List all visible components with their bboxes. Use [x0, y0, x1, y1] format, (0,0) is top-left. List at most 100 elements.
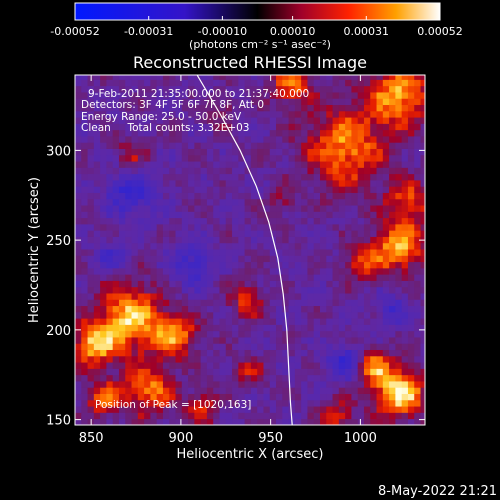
heatmap-cell — [389, 412, 396, 420]
heatmap-cell — [370, 349, 377, 357]
heatmap-cell — [288, 142, 296, 149]
heatmap-cell — [345, 192, 352, 200]
heatmap-cell — [106, 412, 114, 420]
heatmap-cell — [338, 198, 346, 206]
heatmap-cell — [326, 211, 333, 219]
heatmap-cell — [326, 154, 333, 162]
heatmap-cell — [389, 399, 396, 407]
heatmap-cell — [188, 355, 195, 363]
heatmap-cell — [232, 136, 239, 143]
heatmap-cell — [75, 192, 82, 200]
heatmap-cell — [225, 230, 233, 237]
heatmap-cell — [294, 198, 302, 206]
heatmap-cell — [332, 129, 340, 137]
heatmap-cell — [194, 412, 202, 420]
heatmap-cell — [225, 161, 233, 168]
heatmap-cell — [137, 249, 145, 256]
heatmap-cell — [363, 154, 371, 162]
heatmap-cell — [257, 205, 264, 212]
heatmap-cell — [395, 110, 403, 118]
heatmap-cell — [407, 368, 415, 376]
heatmap-cell — [206, 167, 214, 175]
heatmap-cell — [118, 412, 126, 420]
heatmap-cell — [188, 129, 195, 137]
heatmap-cell — [414, 393, 421, 401]
heatmap-cell — [213, 374, 220, 382]
heatmap-cell — [162, 305, 170, 313]
heatmap-cell — [326, 236, 333, 244]
heatmap-cell — [307, 92, 315, 99]
heatmap-cell — [181, 280, 189, 288]
heatmap-cell — [313, 230, 321, 237]
heatmap-cell — [100, 393, 107, 401]
heatmap-cell — [213, 418, 220, 425]
heatmap-cell — [363, 129, 371, 137]
heatmap-cell — [81, 286, 88, 294]
heatmap-cell — [307, 85, 315, 93]
heatmap-cell — [150, 142, 158, 149]
heatmap-cell — [250, 355, 258, 363]
heatmap-cell — [175, 286, 183, 294]
heatmap-cell — [137, 173, 145, 181]
heatmap-cell — [282, 198, 289, 206]
heatmap-cell — [363, 318, 371, 325]
heatmap-cell — [137, 343, 145, 351]
heatmap-cell — [363, 142, 371, 149]
heatmap-cell — [389, 286, 396, 294]
heatmap-cell — [395, 261, 403, 269]
heatmap-cell — [150, 92, 158, 99]
heatmap-cell — [244, 274, 252, 281]
heatmap-cell — [301, 173, 308, 181]
heatmap-cell — [100, 337, 107, 344]
heatmap-cell — [200, 261, 208, 269]
heatmap-cell — [370, 261, 377, 269]
heatmap-cell — [313, 236, 321, 244]
heatmap-cell — [407, 274, 415, 281]
heatmap-cell — [395, 337, 403, 344]
x-axis-label: Heliocentric X (arcsec) — [177, 447, 324, 462]
heatmap-cell — [118, 142, 126, 149]
heatmap-cell — [213, 362, 220, 369]
heatmap-cell — [395, 374, 403, 382]
heatmap-cell — [357, 211, 365, 219]
heatmap-cell — [294, 387, 302, 394]
heatmap-cell — [100, 104, 107, 112]
heatmap-cell — [244, 236, 252, 244]
heatmap-cell — [332, 236, 340, 244]
heatmap-cell — [219, 368, 227, 376]
heatmap-cell — [81, 173, 88, 181]
heatmap-cell — [420, 104, 425, 112]
heatmap-cell — [112, 362, 120, 369]
heatmap-cell — [112, 399, 120, 407]
heatmap-cell — [175, 324, 183, 332]
heatmap-cell — [169, 148, 176, 156]
heatmap-cell — [257, 161, 264, 168]
heatmap-cell — [276, 236, 283, 244]
heatmap-cell — [307, 355, 315, 363]
heatmap-cell — [112, 267, 120, 275]
heatmap-cell — [276, 343, 283, 351]
heatmap-cell — [307, 412, 315, 420]
heatmap-cell — [301, 362, 308, 369]
heatmap-cell — [382, 255, 390, 263]
heatmap-cell — [269, 92, 277, 99]
heatmap-cell — [332, 211, 340, 219]
heatmap-cell — [307, 79, 315, 87]
heatmap-cell — [131, 173, 139, 181]
heatmap-cell — [112, 180, 120, 187]
heatmap-cell — [389, 104, 396, 112]
heatmap-cell — [125, 117, 132, 124]
heatmap-cell — [100, 249, 107, 256]
heatmap-cell — [345, 205, 352, 212]
heatmap-cell — [150, 180, 158, 187]
heatmap-cell — [332, 217, 340, 225]
heatmap-cell — [238, 167, 246, 175]
heatmap-cell — [332, 330, 340, 338]
heatmap-cell — [100, 92, 107, 99]
heatmap-cell — [181, 217, 189, 225]
heatmap-cell — [250, 236, 258, 244]
heatmap-cell — [320, 305, 327, 313]
heatmap-cell — [125, 236, 132, 244]
heatmap-cell — [382, 192, 390, 200]
heatmap-cell — [175, 198, 183, 206]
